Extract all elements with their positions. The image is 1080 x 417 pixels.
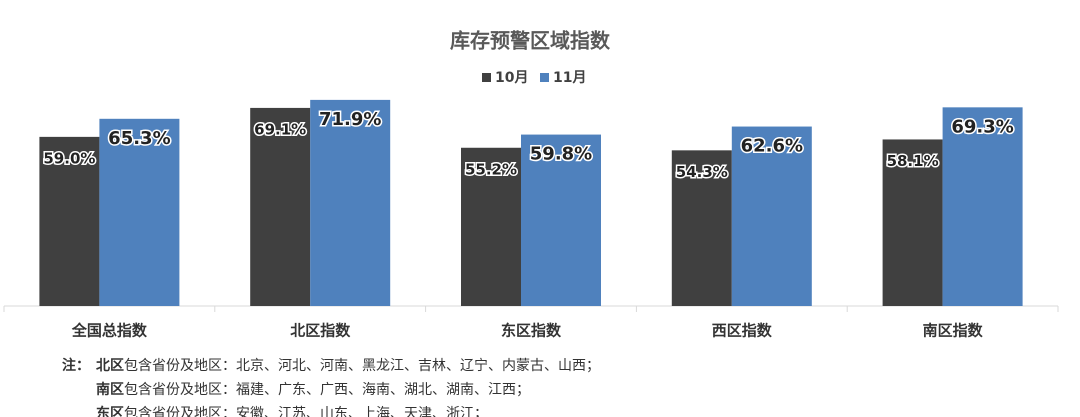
note-prefix: 注： — [62, 357, 90, 374]
data-label: 58.1% — [887, 152, 939, 170]
legend-swatch — [482, 73, 491, 82]
data-label: 71.9% — [319, 109, 381, 130]
note-line: 北区包含省份及地区：北京、河北、河南、黑龙江、吉林、辽宁、内蒙古、山西； — [96, 357, 600, 374]
note-text: 包含省份及地区：福建、广东、广西、海南、湖北、湖南、江西； — [124, 382, 530, 398]
note-region: 北区 — [96, 358, 124, 374]
data-label: 59.0% — [43, 149, 95, 167]
bar — [882, 139, 943, 306]
notes: 北区包含省份及地区：北京、河北、河南、黑龙江、吉林、辽宁、内蒙古、山西；南区包含… — [96, 357, 600, 417]
x-tick-label: 南区指数 — [923, 322, 984, 340]
bar — [99, 118, 180, 306]
bar — [461, 147, 521, 306]
x-tick-label: 西区指数 — [712, 322, 773, 340]
bar — [250, 107, 311, 306]
bar — [39, 136, 100, 306]
data-label: 69.1% — [254, 120, 306, 138]
bar — [521, 134, 601, 306]
x-tick-label: 东区指数 — [501, 322, 562, 340]
note-line: 南区包含省份及地区：福建、广东、广西、海南、湖北、湖南、江西； — [96, 381, 530, 398]
bar — [310, 99, 391, 307]
data-label: 54.3% — [676, 163, 728, 181]
note-text: 包含省份及地区：安徽、江苏、山东、上海、天津、浙江； — [124, 406, 488, 417]
x-tick-label: 全国总指数 — [71, 322, 148, 340]
x-tick-label: 北区指数 — [290, 322, 351, 340]
note-region: 南区 — [96, 381, 124, 398]
data-label: 59.8% — [530, 144, 592, 165]
note-region: 东区 — [96, 405, 124, 417]
data-label: 55.2% — [465, 160, 517, 178]
note-text: 包含省份及地区：北京、河北、河南、黑龙江、吉林、辽宁、内蒙古、山西； — [124, 357, 600, 374]
data-label: 62.6% — [741, 136, 803, 157]
bar — [731, 126, 812, 307]
bar — [671, 150, 732, 306]
chart-title: 库存预警区域指数 — [450, 29, 611, 53]
legend-label: 10月 — [495, 70, 528, 86]
note-line: 东区包含省份及地区：安徽、江苏、山东、上海、天津、浙江； — [96, 405, 488, 417]
bar — [942, 107, 1023, 306]
legend-label: 11月 — [553, 70, 586, 86]
data-label: 65.3% — [108, 128, 170, 149]
legend-swatch — [540, 73, 549, 82]
data-label: 69.3% — [951, 116, 1013, 137]
